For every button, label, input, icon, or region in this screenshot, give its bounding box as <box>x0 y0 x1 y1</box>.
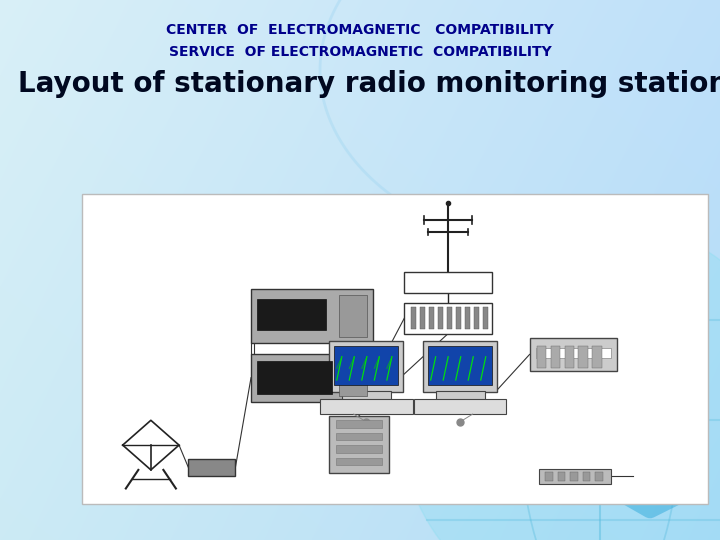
Bar <box>82 194 708 504</box>
Bar <box>423 341 497 393</box>
Bar <box>410 307 415 329</box>
Bar <box>251 354 373 402</box>
Bar <box>336 445 382 453</box>
Bar <box>438 307 443 329</box>
Bar <box>530 338 617 370</box>
Bar <box>446 307 451 329</box>
Bar <box>338 360 366 395</box>
Bar <box>336 457 382 465</box>
Bar <box>428 307 433 329</box>
Bar <box>482 307 487 329</box>
Bar <box>189 459 235 476</box>
Text: SERVICE  OF ELECTROMAGNETIC  COMPATIBILITY: SERVICE OF ELECTROMAGNETIC COMPATIBILITY <box>168 45 552 59</box>
Bar <box>474 307 479 329</box>
Bar <box>592 346 602 368</box>
Bar <box>536 348 611 357</box>
Text: CENTER  OF  ELECTROMAGNETIC   COMPATIBILITY: CENTER OF ELECTROMAGNETIC COMPATIBILITY <box>166 23 554 37</box>
Bar <box>338 295 366 336</box>
Circle shape <box>400 220 720 540</box>
Bar <box>570 472 577 481</box>
Bar <box>436 391 485 403</box>
Bar <box>428 346 492 384</box>
Bar <box>564 346 574 368</box>
Bar <box>551 346 560 368</box>
Bar <box>558 472 565 481</box>
Bar <box>320 399 413 414</box>
Bar <box>334 346 398 384</box>
Bar <box>578 346 588 368</box>
Bar <box>257 361 333 394</box>
Text: Layout of stationary radio monitoring station: Layout of stationary radio monitoring st… <box>18 70 720 98</box>
Bar <box>257 299 326 330</box>
Bar <box>537 346 546 368</box>
Bar <box>582 472 590 481</box>
Bar <box>329 416 389 473</box>
Bar <box>405 272 492 293</box>
Bar <box>336 420 382 428</box>
Bar <box>595 472 603 481</box>
Bar <box>456 307 461 329</box>
Bar <box>545 472 553 481</box>
Bar <box>329 341 403 393</box>
Bar <box>405 302 492 334</box>
Bar <box>464 307 469 329</box>
Bar <box>336 433 382 441</box>
Bar <box>539 469 611 484</box>
Bar <box>342 391 391 403</box>
Bar <box>414 399 506 414</box>
Bar <box>251 288 373 343</box>
Bar <box>420 307 425 329</box>
